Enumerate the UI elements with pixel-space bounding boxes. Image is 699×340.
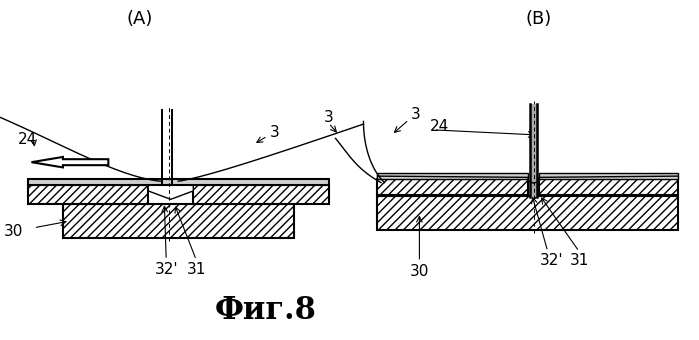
Text: Фиг.8: Фиг.8 — [215, 295, 317, 326]
Text: 30: 30 — [3, 224, 23, 239]
Bar — [28, 179, 329, 185]
Bar — [531, 104, 538, 197]
Bar — [377, 179, 528, 195]
Text: 30: 30 — [410, 264, 429, 278]
Text: 3: 3 — [411, 107, 421, 122]
Text: (B): (B) — [525, 10, 552, 28]
Text: 24: 24 — [17, 132, 37, 147]
Text: 32': 32' — [154, 262, 178, 277]
Bar — [540, 173, 678, 179]
Text: 31: 31 — [187, 262, 206, 277]
Polygon shape — [148, 185, 193, 199]
Text: 32': 32' — [540, 253, 563, 268]
Bar — [540, 179, 678, 195]
Bar — [63, 204, 294, 238]
Text: 31: 31 — [570, 253, 589, 268]
Bar — [193, 185, 329, 204]
Bar — [377, 173, 528, 179]
Text: 3: 3 — [270, 125, 280, 140]
Polygon shape — [31, 157, 108, 167]
Bar — [28, 185, 148, 204]
Text: 24: 24 — [430, 119, 449, 134]
Text: 3: 3 — [324, 110, 333, 125]
Bar — [377, 195, 678, 230]
Text: (A): (A) — [127, 10, 153, 28]
